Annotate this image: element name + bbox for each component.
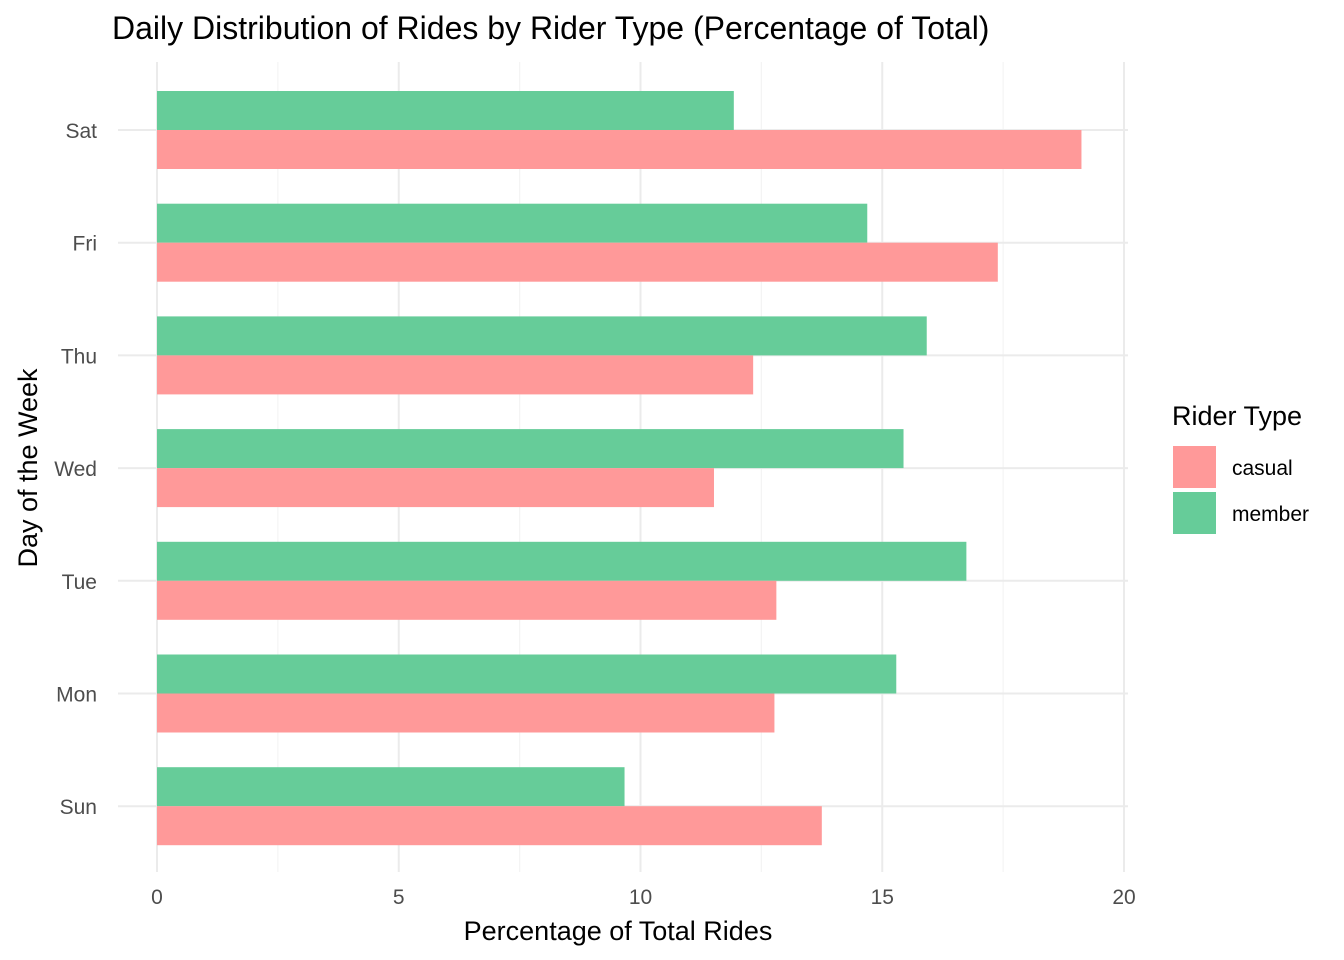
bar-member-tue [157,541,967,581]
bar-casual-thu [157,355,754,395]
bar-casual-wed [157,468,714,508]
legend-title: Rider Type [1172,401,1302,431]
legend-label-member: member [1232,503,1309,526]
bar-member-sun [157,767,625,807]
bar-member-thu [157,316,927,356]
y-tick-label: Wed [54,458,97,481]
legend: Rider Type casual member [1172,401,1309,534]
bar-member-fri [157,203,868,243]
x-tick-label: 10 [629,886,652,909]
y-tick-label: Sun [60,796,97,819]
x-axis-title: Percentage of Total Rides [464,916,773,946]
x-tick-label: 0 [151,886,163,909]
bar-member-wed [157,429,904,469]
bar-casual-tue [157,580,777,620]
x-tick-label: 20 [1112,886,1135,909]
y-tick-label: Tue [62,571,97,594]
x-tick-label: 5 [393,886,405,909]
bars [157,91,1082,846]
legend-label-casual: casual [1232,457,1293,480]
legend-key-casual [1173,446,1216,488]
chart-title: Daily Distribution of Rides by Rider Typ… [112,10,990,46]
tick-labels: Sun Mon Tue Wed Thu Fri Sat 0 5 10 15 20 [54,120,1135,909]
legend-key-member [1173,492,1216,534]
x-tick-label: 15 [871,886,894,909]
y-tick-label: Mon [56,684,97,707]
y-tick-label: Fri [73,233,98,256]
y-tick-label: Sat [65,120,97,143]
bar-member-sat [157,91,734,130]
bar-member-mon [157,654,897,694]
bar-casual-mon [157,693,775,733]
y-tick-label: Thu [61,345,97,368]
y-axis-title: Day of the Week [13,368,43,568]
bar-casual-sun [157,806,822,846]
bar-casual-fri [157,242,998,282]
bar-casual-sat [157,130,1082,169]
